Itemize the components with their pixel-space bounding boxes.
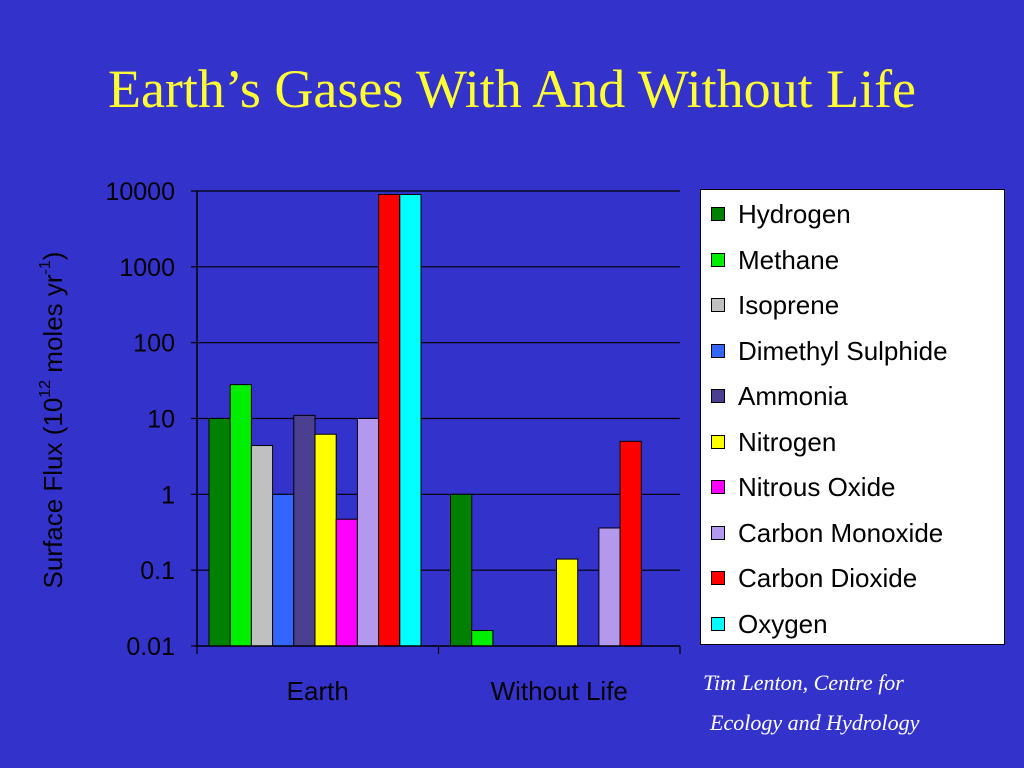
legend-item: Isoprene: [701, 290, 1001, 320]
y-tick-label: 0.01: [126, 633, 175, 661]
legend-label: Carbon Dioxide: [738, 563, 918, 593]
bar-nitrous-oxide: [335, 518, 358, 647]
slide-title: Earth’s Gases With And Without Life: [107, 59, 917, 119]
legend-label: Ammonia: [738, 381, 848, 411]
chart-legend: Hydrogen Methane Isoprene Dimethyl Sulphide…: [700, 189, 1005, 645]
bar-carbon-monoxide: [598, 527, 621, 647]
bar-carbon-dioxide: [619, 440, 642, 647]
y-axis-label: Surface Flux (1012 moles yr-1): [37, 252, 68, 589]
legend-swatch: [711, 571, 725, 585]
legend-item: Carbon Monoxide: [701, 518, 1001, 548]
y-tick-label: 10: [147, 406, 175, 434]
legend-label: Nitrous Oxide: [738, 472, 896, 502]
legend-item: Nitrous Oxide: [701, 472, 1001, 502]
bar-oxygen: [399, 193, 422, 647]
legend-swatch: [711, 298, 725, 312]
legend-item: Nitrogen: [701, 427, 1001, 457]
legend-item: Dimethyl Sulphide: [701, 336, 1001, 366]
legend-swatch: [711, 252, 725, 267]
bar-carbon-dioxide: [378, 193, 401, 647]
bar-isoprene: [250, 445, 274, 647]
legend-swatch: [711, 389, 725, 403]
x-category-labels: Earth Without Life: [287, 676, 628, 706]
x-category-label: Earth: [287, 676, 349, 706]
y-tick-label: 10000: [105, 178, 175, 206]
credit-line-2: Ecology and Hydrology: [710, 710, 920, 735]
bar-carbon-monoxide: [356, 418, 380, 647]
bar-hydrogen: [450, 493, 473, 647]
bar-ammonia: [293, 414, 316, 647]
x-category-label: Without Life: [491, 676, 628, 706]
chart-bars: [208, 193, 642, 647]
legend-swatch: [711, 434, 725, 449]
credit-line-1: Tim Lenton, Centre for: [703, 670, 904, 695]
y-tick-label: 1: [161, 481, 175, 509]
legend-swatch: [711, 343, 725, 358]
bar-nitrogen: [314, 433, 337, 647]
legend-item: Ammonia: [701, 381, 1001, 411]
legend-label: Isoprene: [738, 290, 840, 320]
legend-item: Oxygen: [701, 609, 1001, 639]
legend-label: Oxygen: [738, 608, 828, 639]
legend-item: Carbon Dioxide: [701, 563, 1001, 593]
legend-item: Methane: [701, 245, 1001, 275]
y-tick-label: 100: [133, 330, 175, 358]
legend-item: Hydrogen: [701, 199, 1001, 229]
legend-swatch: [711, 616, 725, 631]
legend-label: Carbon Monoxide: [738, 517, 944, 548]
bar-methane: [471, 630, 494, 647]
legend-swatch: [711, 525, 725, 540]
chart-axes: [191, 190, 681, 654]
y-tick-label: 1000: [119, 254, 175, 282]
bar-hydrogen: [208, 418, 231, 647]
y-tick-label: 0.1: [140, 557, 175, 585]
legend-label: Dimethyl Sulphide: [738, 335, 948, 366]
bar-dimethyl-sulphide: [272, 493, 295, 647]
legend-label: Nitrogen: [738, 426, 837, 457]
legend-swatch: [711, 207, 725, 221]
legend-label: Hydrogen: [738, 199, 851, 229]
bar-nitrogen: [556, 558, 579, 647]
bar-methane: [229, 384, 252, 647]
y-tick-labels: 10000 1000 100 10 1 0.1 0.01: [105, 178, 175, 661]
legend-swatch: [711, 480, 725, 494]
legend-label: Methane: [738, 244, 840, 275]
